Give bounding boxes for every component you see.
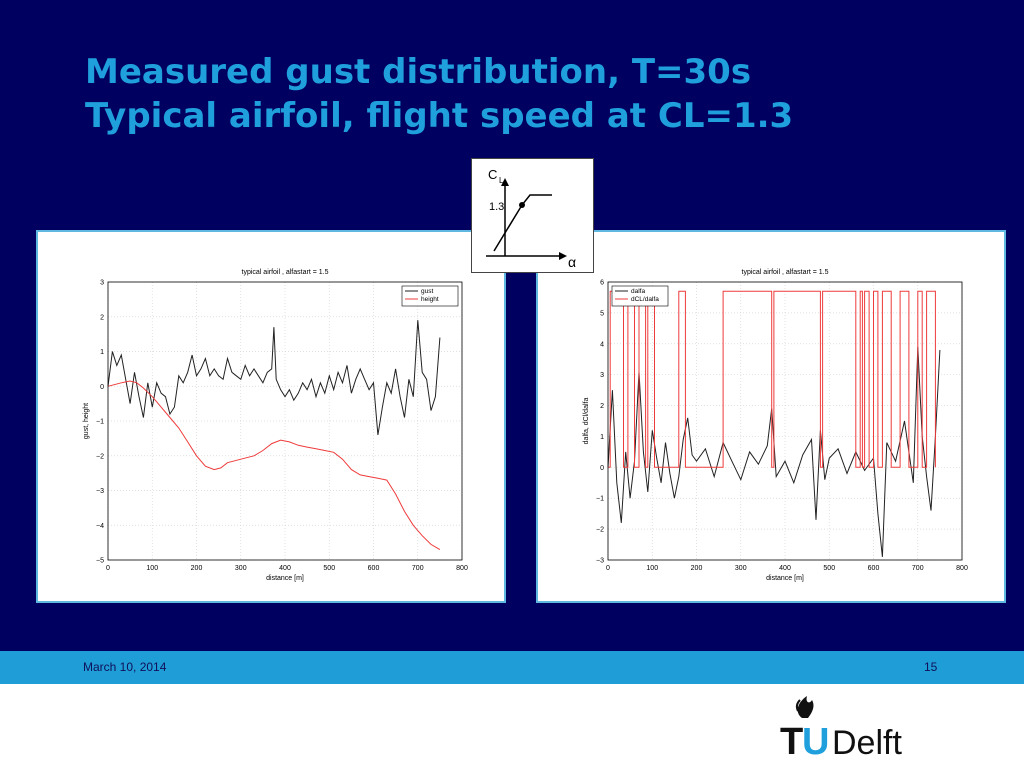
flame-icon bbox=[795, 696, 814, 718]
title-line-2: Typical airfoil, flight speed at CL=1.3 bbox=[85, 96, 794, 136]
x-tick-label: 500 bbox=[323, 565, 335, 572]
y-tick-label: 1 bbox=[600, 434, 604, 441]
inset-cl-curve bbox=[493, 194, 552, 252]
series-line-dalfa bbox=[607, 346, 941, 557]
inset-value-label: 1.3 bbox=[489, 201, 504, 213]
cl-alpha-diagram: C L 1.3 α bbox=[486, 167, 576, 270]
x-tick-label: 500 bbox=[823, 565, 835, 572]
x-tick-label: 100 bbox=[646, 565, 658, 572]
cl-alpha-inset: C L 1.3 α bbox=[471, 158, 594, 273]
y-tick-label: −1 bbox=[596, 496, 604, 503]
x-tick-label: 600 bbox=[868, 565, 880, 572]
legend-label: height bbox=[421, 296, 439, 303]
y-tick-label: 6 bbox=[600, 280, 604, 287]
x-tick-label: 800 bbox=[456, 565, 468, 572]
x-tick-label: 0 bbox=[606, 565, 610, 572]
y-tick-label: 5 bbox=[600, 310, 604, 317]
plot-frame bbox=[607, 281, 963, 561]
x-tick-label: 200 bbox=[191, 565, 203, 572]
x-tick-label: 400 bbox=[279, 565, 291, 572]
inset-y-label: C bbox=[488, 167, 497, 182]
x-tick-label: 400 bbox=[779, 565, 791, 572]
tu-delft-logo: T U Delft bbox=[780, 696, 902, 760]
title-line-1: Measured gust distribution, T=30s bbox=[85, 52, 752, 92]
legend-label: gust bbox=[421, 288, 433, 295]
chart-title: typical airfoil , alfastart = 1.5 bbox=[242, 269, 329, 276]
x-tick-label: 300 bbox=[235, 565, 247, 572]
logo-letter-t: T bbox=[780, 721, 803, 760]
logo-word-delft: Delft bbox=[832, 724, 902, 760]
legend-label: dCL/dalfa bbox=[631, 296, 659, 303]
chart-title: typical airfoil , alfastart = 1.5 bbox=[742, 269, 829, 276]
inset-x-arrowhead bbox=[559, 252, 567, 260]
y-tick-label: 0 bbox=[100, 384, 104, 391]
y-tick-label: 3 bbox=[600, 372, 604, 379]
page-number: 15 bbox=[924, 660, 938, 674]
inset-cl-point bbox=[519, 202, 525, 208]
series-line-height bbox=[107, 380, 441, 551]
footer-bar bbox=[0, 651, 1024, 684]
x-tick-label: 300 bbox=[735, 565, 747, 572]
y-axis-label: gust, height bbox=[83, 403, 90, 439]
y-tick-label: −2 bbox=[596, 527, 604, 534]
x-tick-label: 700 bbox=[412, 565, 424, 572]
y-tick-label: 4 bbox=[600, 341, 604, 348]
y-tick-label: 2 bbox=[600, 403, 604, 410]
y-tick-label: 0 bbox=[600, 465, 604, 472]
legend-label: dalfa bbox=[631, 288, 645, 295]
gust-height-chart: typical airfoil , alfastart = 1.5 0 100 200… bbox=[83, 269, 468, 582]
x-tick-label: 200 bbox=[691, 565, 703, 572]
series-line-gust bbox=[107, 320, 441, 435]
y-tick-label: 2 bbox=[100, 314, 104, 321]
inset-y-subscript: L bbox=[499, 176, 504, 185]
y-tick-label: −4 bbox=[96, 523, 104, 530]
inset-x-label: α bbox=[568, 254, 576, 270]
logo-letter-u: U bbox=[802, 721, 829, 760]
y-tick-label: −2 bbox=[96, 453, 104, 460]
inset-y-arrowhead bbox=[501, 178, 509, 186]
x-tick-label: 100 bbox=[146, 565, 158, 572]
x-tick-label: 800 bbox=[956, 565, 968, 572]
slide-title: Measured gust distribution, T=30s Typica… bbox=[85, 50, 793, 138]
dalfa-chart: typical airfoil , alfastart = 1.5 0 100 200… bbox=[583, 269, 968, 582]
y-tick-label: −3 bbox=[96, 488, 104, 495]
x-tick-label: 0 bbox=[106, 565, 110, 572]
footer-date: March 10, 2014 bbox=[83, 660, 167, 674]
x-axis-label: distance [m] bbox=[266, 575, 304, 582]
y-tick-label: 1 bbox=[100, 349, 104, 356]
y-tick-label: −1 bbox=[96, 419, 104, 426]
y-tick-label: −5 bbox=[96, 558, 104, 565]
x-axis-label: distance [m] bbox=[766, 575, 804, 582]
plot-frame bbox=[107, 281, 463, 561]
y-tick-label: −3 bbox=[596, 558, 604, 565]
y-tick-label: 3 bbox=[100, 280, 104, 287]
x-tick-label: 700 bbox=[912, 565, 924, 572]
x-tick-label: 600 bbox=[368, 565, 380, 572]
gust-height-chart-panel: typical airfoil , alfastart = 1.5 0 100 200… bbox=[36, 230, 506, 603]
series-line-dcl-dalfa bbox=[608, 290, 936, 468]
y-axis-label: dalfa, dCl/dalfa bbox=[583, 398, 590, 445]
dalfa-chart-panel: typical airfoil , alfastart = 1.5 0 100 200… bbox=[536, 230, 1006, 603]
